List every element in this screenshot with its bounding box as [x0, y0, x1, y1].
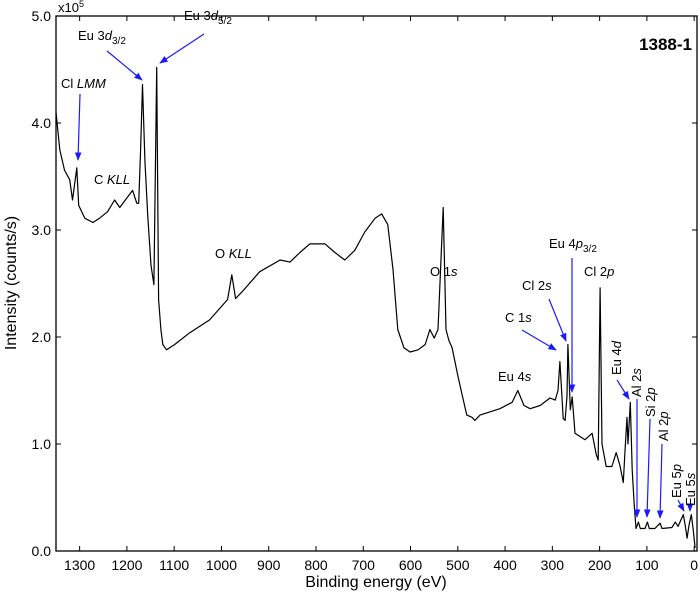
arrow-eu-3d52	[159, 33, 205, 64]
arrow-c-1s	[521, 329, 557, 351]
peak-label-eu-5s: Eu 5s	[683, 472, 698, 506]
x-tick-label: 100	[635, 557, 659, 573]
peak-label-italic: p	[643, 387, 658, 395]
x-tick-label: 300	[541, 557, 565, 573]
peak-label-al-2p: Al 2p	[656, 411, 671, 441]
x-tick-label: 600	[399, 557, 423, 573]
peak-label-italic: s	[525, 310, 532, 325]
arrow-eu-3d32	[106, 50, 143, 81]
peak-label-italic: d	[105, 28, 113, 43]
peak-label-italic: p	[606, 264, 614, 279]
sample-id-title: 1388-1	[639, 35, 692, 54]
peak-label-italic: s	[683, 472, 698, 479]
x-tick-label: 200	[588, 557, 612, 573]
x-tick-label: 1100	[159, 557, 189, 573]
x-tick-label: 500	[446, 557, 470, 573]
peak-label-prefix: C	[94, 172, 107, 187]
peak-label-subscript: 3/2	[583, 244, 597, 255]
peak-label-italic: s	[629, 368, 644, 375]
peak-label-italic: LMM	[77, 76, 106, 91]
peak-label-italic: d	[211, 8, 219, 23]
peak-label-italic: s	[525, 369, 532, 384]
y-tick-label: 2.0	[32, 329, 52, 345]
peak-label-prefix: Eu 3	[78, 28, 105, 43]
peak-label-si-2p: Si 2p	[643, 387, 658, 417]
peak-label-italic: d	[609, 340, 624, 348]
plot-frame	[55, 15, 698, 552]
peak-label-italic: KLL	[107, 172, 130, 187]
peak-label-c-1s: C 1s	[505, 310, 532, 325]
peak-label-prefix: Eu 4	[498, 369, 525, 384]
x-tick-label: 700	[352, 557, 376, 573]
y-multiplier-base: x10	[58, 0, 79, 15]
x-tick-label: 1300	[64, 557, 95, 573]
arrow-eu-4d	[616, 379, 630, 400]
peak-label-eu-4p32: Eu 4p3/2	[549, 236, 597, 255]
spectrum-line	[55, 66, 696, 548]
y-tick-label: 3.0	[32, 222, 52, 238]
peak-label-italic: s	[451, 264, 458, 279]
y-tick-label: 4.0	[32, 115, 52, 131]
peak-label-eu-4s: Eu 4s	[498, 369, 532, 384]
peak-label-c-kll: C KLL	[94, 172, 130, 187]
arrow-cl-2s	[548, 298, 567, 342]
arrow-si-2p	[643, 418, 651, 518]
peak-label-prefix: O	[215, 246, 229, 261]
peak-label-prefix: O 1	[430, 264, 451, 279]
peak-label-italic: s	[545, 278, 552, 293]
x-tick-label: 400	[493, 557, 517, 573]
peak-label-cl-2s: Cl 2s	[522, 278, 552, 293]
arrow-eu-5p	[677, 499, 685, 512]
peak-label-prefix: Eu 3	[184, 8, 211, 23]
peak-label-o-1s: O 1s	[430, 264, 458, 279]
peak-label-prefix: Eu 5	[669, 471, 684, 498]
peak-label-prefix: Si 2	[643, 395, 658, 417]
peak-label-subscript: 3/2	[112, 36, 126, 47]
x-tick-label: 1200	[111, 557, 142, 573]
y-tick-label: 1.0	[32, 436, 52, 452]
y-multiplier: x105	[58, 0, 84, 15]
peak-label-eu-3d32: Eu 3d3/2	[78, 28, 126, 47]
x-tick-label: 0	[690, 557, 698, 573]
peak-label-prefix: Cl	[61, 76, 77, 91]
x-tick-label: 800	[304, 557, 328, 573]
arrow-cl-lmm	[74, 93, 82, 161]
peak-label-eu-4d: Eu 4d	[609, 340, 624, 375]
peak-label-al-2s: Al 2s	[629, 368, 644, 397]
peak-label-eu-5p: Eu 5p	[669, 464, 684, 498]
peak-label-eu-3d52: Eu 3d5/2	[184, 8, 232, 27]
peak-label-italic: p	[656, 411, 671, 419]
x-axis-title: Binding energy (eV)	[305, 574, 446, 591]
peak-label-prefix: Eu 4	[609, 348, 624, 375]
peak-label-prefix: Al 2	[656, 419, 671, 441]
peak-label-prefix: Eu 4	[549, 236, 576, 251]
peak-label-cl-lmm: Cl LMM	[61, 76, 106, 91]
peak-label-italic: KLL	[229, 246, 252, 261]
x-tick-label: 1000	[206, 557, 237, 573]
peak-label-italic: p	[669, 464, 684, 472]
y-multiplier-exponent: 5	[79, 0, 84, 9]
y-tick-label: 5.0	[32, 8, 52, 24]
peak-label-cl-2p: Cl 2p	[584, 264, 614, 279]
peak-label-subscript: 5/2	[218, 16, 232, 27]
peak-label-prefix: Eu 5	[683, 479, 698, 506]
peak-label-prefix: Cl 2	[522, 278, 545, 293]
peak-label-italic: p	[575, 236, 583, 251]
peak-label-prefix: Al 2	[629, 375, 644, 397]
peak-label-prefix: Cl 2	[584, 264, 607, 279]
y-tick-label: 0.0	[32, 543, 52, 559]
peak-label-prefix: C 1	[505, 310, 525, 325]
arrow-al-2p	[656, 443, 664, 519]
x-tick-label: 900	[257, 557, 281, 573]
peak-label-o-kll: O KLL	[215, 246, 252, 261]
y-axis-title: Intensity (counts/s)	[3, 216, 20, 350]
